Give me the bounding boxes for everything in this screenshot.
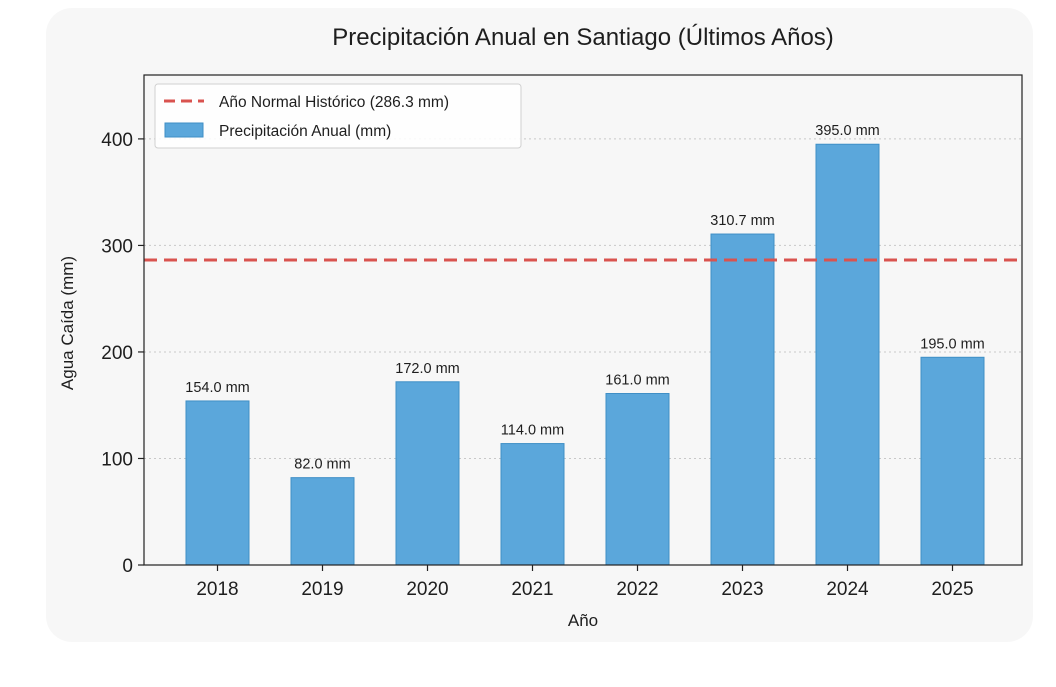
y-tick-label: 200 <box>101 343 133 364</box>
x-tick-label: 2019 <box>301 579 343 600</box>
x-tick-label: 2020 <box>406 579 448 600</box>
y-axis-ticks: 0 100 200 300 400 <box>101 130 144 577</box>
bar <box>185 400 250 566</box>
value-labels: 154.0 mm 82.0 mm 172.0 mm 114.0 mm 161.0 mm 3… <box>185 123 984 472</box>
bar-value-label: 195.0 mm <box>920 336 984 352</box>
y-tick-label: 400 <box>101 130 133 151</box>
legend-bar-swatch <box>164 122 204 138</box>
legend-box <box>154 83 522 149</box>
chart-title: Precipitación Anual en Santiago (Últimos… <box>332 24 834 51</box>
bar <box>710 233 775 566</box>
bar <box>815 143 880 566</box>
x-axis-label: Año <box>568 611 598 630</box>
x-tick-label: 2025 <box>931 579 973 600</box>
plot-frame <box>143 74 1023 566</box>
y-axis-label: Agua Caída (mm) <box>58 256 77 390</box>
bar <box>290 477 355 566</box>
bar-value-label: 172.0 mm <box>395 361 459 377</box>
bar-value-label: 161.0 mm <box>605 373 669 389</box>
legend-bar-label: Precipitación Anual (mm) <box>219 123 391 140</box>
bar <box>395 381 460 566</box>
bar-value-label: 310.7 mm <box>710 213 774 229</box>
x-axis-ticks: 2018 2019 2020 2021 2022 2023 2024 2025 <box>196 565 974 600</box>
x-tick-label: 2021 <box>511 579 553 600</box>
legend-reference-label: Año Normal Histórico (286.3 mm) <box>219 94 449 111</box>
legend: Año Normal Histórico (286.3 mm) Precipit… <box>154 83 522 149</box>
bars <box>185 143 985 566</box>
gridlines <box>144 138 1022 459</box>
y-tick-label: 100 <box>101 449 133 470</box>
bar-value-label: 114.0 mm <box>501 423 564 439</box>
y-tick-label: 300 <box>101 236 133 257</box>
bar-value-label: 395.0 mm <box>815 123 879 139</box>
x-tick-label: 2018 <box>196 579 238 600</box>
x-tick-label: 2023 <box>721 579 763 600</box>
bar <box>920 356 985 566</box>
bar <box>500 443 565 566</box>
bar <box>605 393 670 566</box>
bar-value-label: 154.0 mm <box>185 380 249 396</box>
x-tick-label: 2022 <box>616 579 658 600</box>
bar-value-label: 82.0 mm <box>294 457 350 473</box>
y-tick-label: 0 <box>122 556 133 577</box>
x-tick-label: 2024 <box>826 579 869 600</box>
